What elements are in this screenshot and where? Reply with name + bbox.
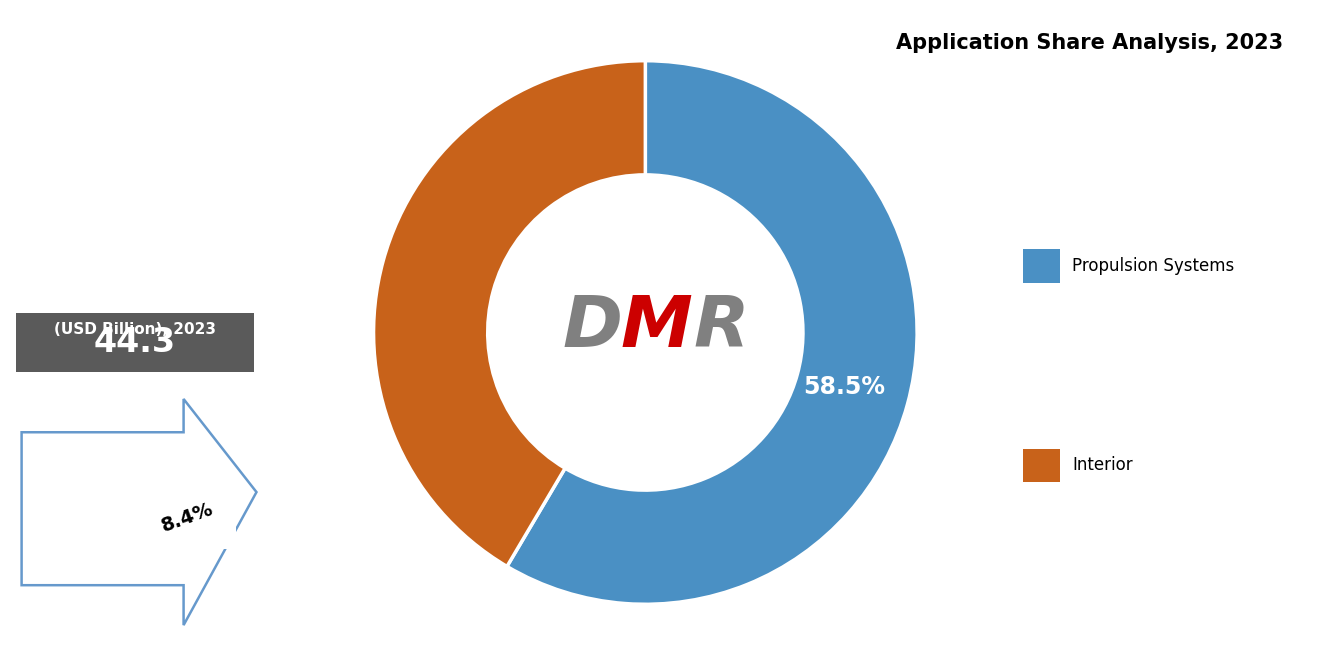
Text: Global Aerospace Raw: Global Aerospace Raw	[40, 242, 230, 257]
Text: Application Share Analysis, 2023: Application Share Analysis, 2023	[896, 33, 1283, 53]
Wedge shape	[374, 61, 645, 567]
FancyBboxPatch shape	[16, 313, 254, 372]
Text: 8.4%: 8.4%	[159, 499, 216, 535]
FancyBboxPatch shape	[138, 485, 236, 549]
Text: Market: Market	[68, 103, 202, 136]
Wedge shape	[507, 61, 917, 604]
Text: 58.5%: 58.5%	[803, 375, 885, 399]
Text: Propulsion Systems: Propulsion Systems	[1072, 257, 1235, 275]
Text: (USD Billion), 2023: (USD Billion), 2023	[54, 322, 216, 336]
Text: Materials Market Size: Materials Market Size	[42, 282, 228, 297]
FancyBboxPatch shape	[1023, 249, 1060, 283]
Text: Research: Research	[49, 153, 221, 186]
Text: Interior: Interior	[1072, 456, 1133, 475]
Text: CAGR: CAGR	[50, 465, 104, 499]
Text: D: D	[562, 293, 623, 362]
FancyBboxPatch shape	[1023, 449, 1060, 482]
Text: M: M	[620, 293, 693, 362]
Text: 44.3: 44.3	[94, 326, 176, 359]
Text: Dimension: Dimension	[36, 53, 234, 86]
Text: R: R	[694, 293, 749, 362]
Text: 2023-2032: 2023-2032	[28, 503, 126, 554]
